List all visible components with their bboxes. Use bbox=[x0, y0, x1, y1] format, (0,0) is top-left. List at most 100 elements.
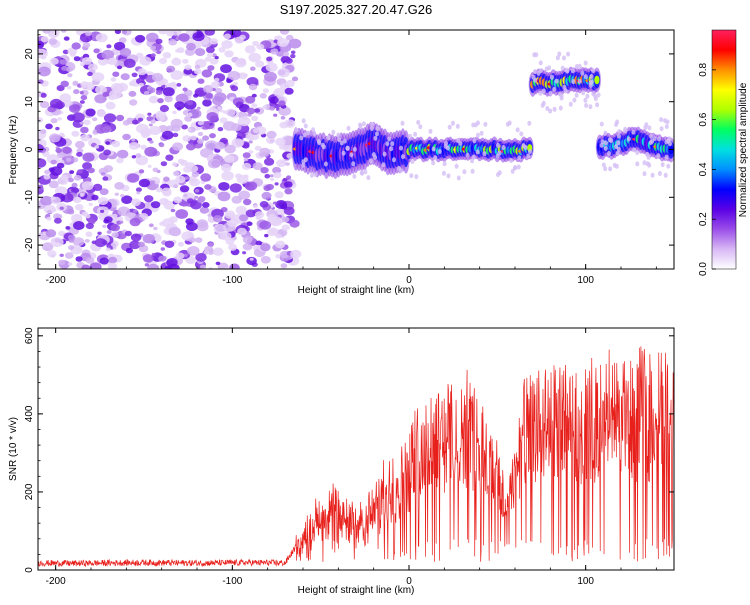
noise-blob bbox=[275, 240, 286, 249]
spectrogram-y-label: Frequency (Hz) bbox=[8, 116, 19, 185]
noise-blob bbox=[75, 256, 83, 262]
noise-blob bbox=[286, 175, 292, 180]
noise-blob bbox=[151, 72, 164, 82]
noise-blob bbox=[242, 116, 248, 121]
noise-blob bbox=[82, 42, 91, 48]
noise-blob bbox=[210, 81, 220, 89]
noise-blob bbox=[284, 181, 293, 188]
noise-blob bbox=[189, 178, 201, 187]
noise-blob bbox=[71, 112, 85, 123]
spectral-trace bbox=[291, 118, 410, 181]
noise-blob bbox=[197, 131, 204, 137]
noise-blob bbox=[247, 113, 252, 117]
noise-blob bbox=[106, 230, 112, 234]
noise-blob bbox=[207, 65, 215, 71]
snr-marks bbox=[38, 346, 674, 568]
noise-blob bbox=[282, 178, 288, 182]
y-tick-label: 200 bbox=[24, 483, 35, 500]
noise-blob bbox=[265, 183, 274, 191]
noise-blob bbox=[243, 157, 249, 162]
noise-blob bbox=[161, 130, 174, 140]
noise-blob bbox=[110, 77, 117, 82]
noise-blob bbox=[207, 158, 221, 169]
noise-blob bbox=[125, 247, 133, 254]
noise-blob bbox=[94, 94, 107, 104]
noise-blob bbox=[118, 37, 127, 44]
noise-blob bbox=[117, 206, 130, 216]
noise-blob bbox=[274, 191, 284, 199]
noise-blob bbox=[171, 57, 182, 66]
noise-blob bbox=[67, 262, 73, 266]
noise-blob bbox=[282, 51, 290, 57]
y-tick-label: 0 bbox=[24, 567, 35, 573]
noise-blob bbox=[255, 60, 265, 68]
noise-blob bbox=[224, 156, 231, 162]
noise-blob bbox=[48, 167, 55, 173]
noise-blob bbox=[73, 56, 81, 62]
noise-blob bbox=[135, 155, 149, 166]
noise-blob bbox=[123, 58, 136, 68]
spectral-trace bbox=[528, 51, 601, 114]
noise-blob bbox=[290, 249, 302, 259]
noise-blob bbox=[146, 32, 159, 43]
noise-blob bbox=[110, 224, 120, 232]
noise-blob bbox=[186, 143, 196, 151]
noise-blob bbox=[161, 187, 172, 196]
noise-blob bbox=[264, 233, 269, 238]
noise-blob bbox=[201, 69, 213, 78]
noise-blob bbox=[64, 252, 74, 259]
noise-blob bbox=[197, 120, 204, 126]
noise-blob bbox=[175, 252, 185, 260]
spectral-trace bbox=[405, 119, 534, 181]
noise-blob bbox=[40, 92, 47, 98]
noise-blob bbox=[170, 208, 176, 213]
noise-blob bbox=[289, 219, 300, 228]
noise-blob bbox=[156, 50, 162, 55]
noise-blob bbox=[270, 177, 275, 181]
noise-blob bbox=[173, 196, 183, 204]
noise-blob bbox=[38, 40, 45, 49]
noise-blob bbox=[129, 99, 138, 106]
colorbar-label: Normalized spectral amplitude bbox=[738, 82, 749, 217]
noise-blob bbox=[59, 59, 67, 65]
noise-blob bbox=[246, 256, 257, 266]
noise-blob bbox=[166, 65, 176, 73]
noise-blob bbox=[176, 83, 182, 87]
noise-blob bbox=[119, 220, 124, 224]
noise-blob bbox=[197, 197, 205, 204]
noise-blob bbox=[221, 170, 234, 181]
noise-blob bbox=[74, 204, 84, 211]
noise-blob bbox=[213, 223, 227, 234]
noise-blob bbox=[283, 206, 295, 216]
noise-blob bbox=[206, 46, 215, 54]
noise-blob bbox=[161, 218, 175, 228]
noise-blob bbox=[149, 140, 154, 144]
noise-blob bbox=[165, 125, 175, 132]
noise-blob bbox=[108, 256, 118, 264]
noise-blob bbox=[158, 255, 167, 262]
noise-blob bbox=[256, 43, 265, 50]
noise-blob bbox=[174, 101, 185, 110]
noise-blob bbox=[250, 66, 256, 71]
noise-blob bbox=[136, 191, 141, 195]
noise-blob bbox=[122, 133, 131, 141]
noise-blob bbox=[106, 44, 112, 49]
noise-blob bbox=[57, 176, 69, 185]
noise-blob bbox=[252, 162, 263, 171]
noise-blob bbox=[72, 80, 79, 86]
noise-blob bbox=[224, 210, 236, 219]
noise-blob bbox=[168, 38, 177, 46]
noise-blob bbox=[186, 198, 194, 204]
noise-blob bbox=[105, 247, 111, 252]
noise-blob bbox=[193, 93, 199, 98]
noise-blob bbox=[73, 89, 80, 95]
noise-blob bbox=[55, 148, 62, 153]
noise-blob bbox=[266, 130, 277, 139]
noise-blob bbox=[38, 185, 44, 191]
noise-blob bbox=[175, 175, 186, 184]
noise-blob bbox=[166, 258, 178, 267]
noise-blob bbox=[172, 142, 184, 151]
noise-blob bbox=[186, 100, 193, 106]
noise-blob bbox=[160, 161, 168, 167]
noise-blob bbox=[81, 57, 93, 65]
